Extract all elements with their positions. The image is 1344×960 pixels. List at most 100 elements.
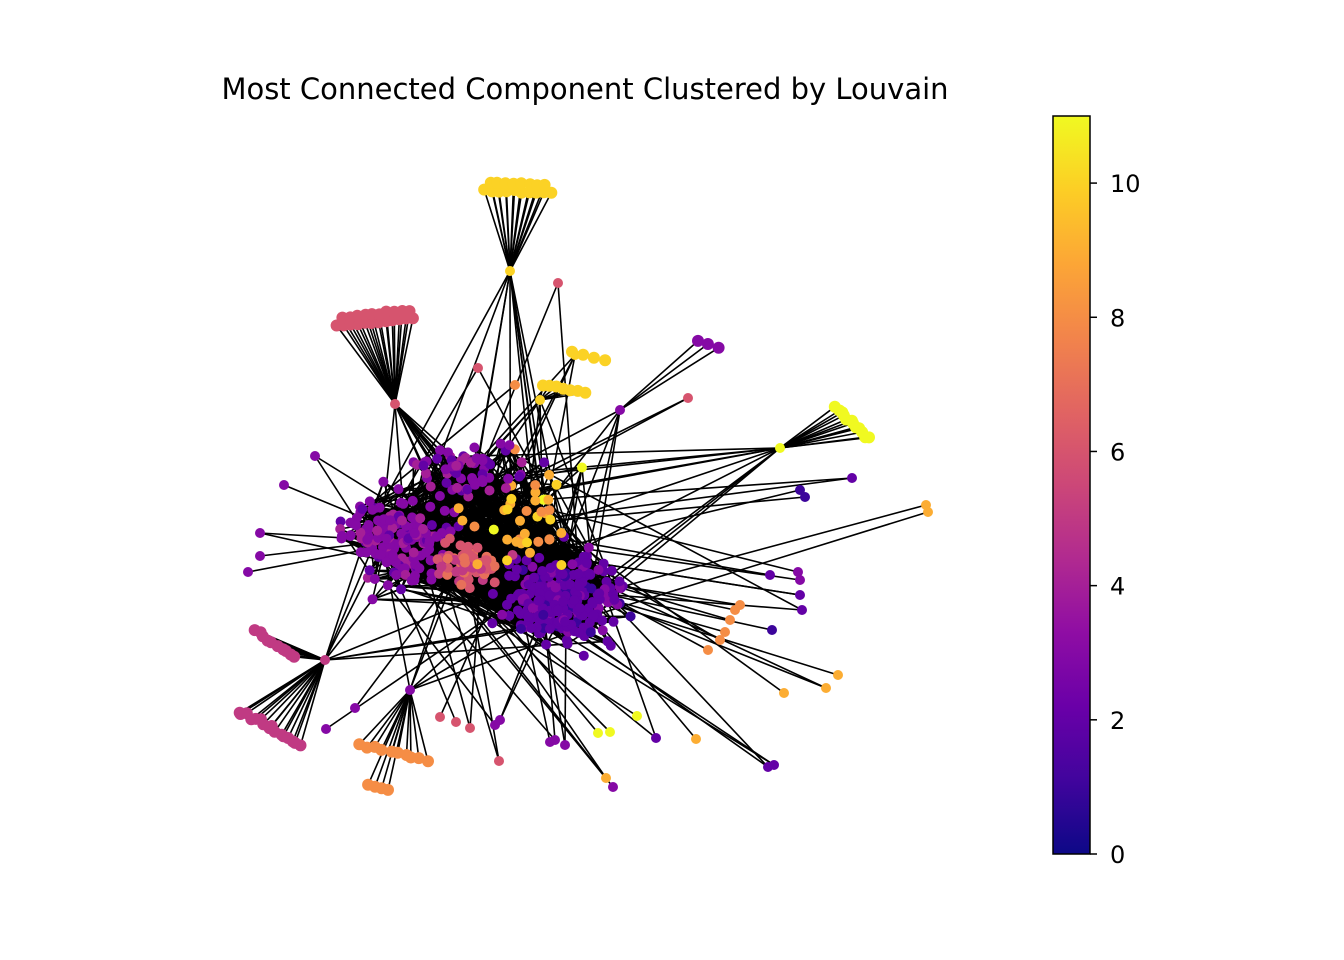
graph-node [391, 570, 402, 580]
graph-edge [341, 317, 396, 405]
graph-node [471, 453, 482, 464]
colorbar-tick-label: 6 [1110, 438, 1125, 466]
graph-node [703, 645, 713, 655]
graph-edge [509, 270, 540, 558]
graph-node [521, 555, 532, 566]
graph-node [351, 520, 362, 531]
graph-node [310, 451, 320, 461]
graph-node [350, 703, 360, 713]
graph-node [545, 514, 556, 525]
graph-node [566, 345, 578, 358]
graph-edge [509, 192, 553, 272]
graph-node [550, 735, 560, 745]
colorbar-tick-label: 8 [1110, 304, 1125, 332]
graph-edge [409, 689, 429, 762]
graph-node [503, 473, 514, 484]
graph-node [565, 579, 576, 590]
graph-node [567, 559, 578, 570]
graph-edge [463, 447, 781, 458]
graph-node [526, 623, 537, 634]
graph-node [495, 438, 506, 449]
graph-node [367, 594, 378, 605]
graph-edge [324, 567, 551, 661]
graph-edge [371, 313, 396, 405]
graph-node [335, 516, 346, 527]
graph-node [410, 570, 420, 581]
graph-node [519, 528, 530, 539]
graph-node [715, 635, 725, 645]
graph-node [511, 564, 522, 575]
graph-node [558, 596, 569, 607]
graph-node [418, 460, 429, 471]
graph-node [605, 727, 615, 737]
graph-node [405, 685, 415, 695]
graph-node [375, 549, 386, 560]
graph-edge [440, 566, 500, 762]
graph-edge [394, 403, 484, 483]
graph-node [515, 177, 528, 190]
graph-node [522, 537, 532, 548]
graph-node [725, 615, 735, 625]
graph-node [599, 354, 612, 367]
graph-node [369, 574, 380, 584]
graph-node [583, 542, 594, 553]
graph-node [484, 485, 495, 496]
graph-edge [477, 367, 592, 576]
graph-node [516, 623, 526, 634]
graph-node [372, 525, 383, 536]
graph-node [473, 363, 483, 373]
graph-node [795, 575, 805, 585]
graph-node [712, 341, 725, 354]
graph-node [361, 547, 372, 558]
graph-node [584, 568, 595, 579]
graph-node [534, 552, 545, 563]
graph-node [605, 640, 616, 651]
graph-edge [394, 310, 411, 405]
graph-node [587, 351, 600, 364]
graph-node [545, 563, 556, 573]
graph-edge [394, 310, 404, 405]
graph-node [923, 507, 933, 517]
graph-node [439, 505, 450, 516]
graph-node [863, 431, 875, 444]
graph-node [541, 639, 552, 650]
graph-node [608, 782, 618, 792]
graph-node [355, 527, 366, 538]
graph-node [593, 564, 604, 575]
graph-node [601, 773, 611, 783]
graph-edge [353, 447, 781, 525]
graph-node [544, 623, 555, 634]
graph-node [409, 528, 420, 539]
graph-edge [490, 182, 511, 272]
graph-node [691, 734, 701, 744]
graph-node [487, 618, 498, 629]
graph-node [321, 724, 331, 734]
graph-node [393, 484, 404, 495]
graph-node [544, 534, 555, 545]
graph-node [593, 728, 603, 738]
graph-node [279, 480, 289, 490]
graph-node [556, 528, 567, 538]
graph-node [442, 553, 453, 564]
graph-edge [367, 689, 411, 786]
graph-node [587, 598, 598, 609]
graph-node [396, 584, 407, 595]
colorbar-gradient [1052, 115, 1091, 855]
graph-node [502, 555, 513, 566]
graph-edge [779, 436, 870, 449]
graph-node [460, 543, 471, 554]
graph-edge [246, 659, 326, 714]
graph-node [735, 600, 745, 610]
graph-node [415, 513, 426, 524]
graph-edge [382, 547, 411, 691]
graph-node [457, 515, 468, 526]
graph-node [403, 305, 416, 318]
graph-node [779, 688, 789, 698]
graph-node [767, 625, 777, 635]
graph-node [545, 186, 558, 199]
graph-node [397, 515, 407, 526]
graph-edge [260, 659, 326, 720]
graph-node [420, 547, 431, 558]
graph-node [434, 491, 445, 501]
graph-node [765, 570, 775, 580]
